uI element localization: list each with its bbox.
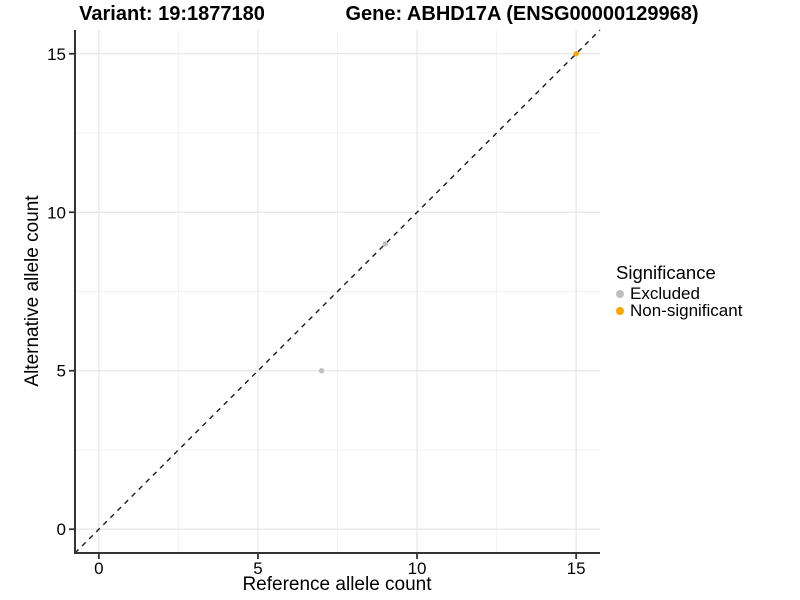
- data-point-non-significant: [573, 51, 579, 57]
- legend-item-excluded: Excluded: [616, 283, 742, 303]
- legend-title: Significance: [616, 262, 716, 283]
- x-tick-label: 10: [408, 559, 427, 578]
- legend-swatch-icon: [616, 307, 624, 316]
- x-tick-label: 15: [567, 559, 586, 578]
- y-axis-label: Alternative allele count: [22, 195, 43, 387]
- legend-swatch-icon: [616, 289, 624, 298]
- plot-title-gene: Gene: ABHD17A (ENSG00000129968): [345, 3, 699, 25]
- x-tick-label: 5: [253, 559, 262, 578]
- legend-item-non-significant: Non-significant: [616, 301, 743, 321]
- plot-title-variant: Variant: 19:1877180: [79, 3, 265, 25]
- data-point-excluded: [318, 368, 325, 374]
- legend: Significance Excluded Non-significant: [616, 263, 742, 320]
- y-tick-label: 5: [57, 362, 66, 381]
- y-tick-label: 0: [57, 520, 66, 539]
- legend-item-label: Non-significant: [630, 301, 743, 321]
- legend-item-label: Excluded: [630, 283, 700, 303]
- legend-items: Excluded Non-significant: [616, 283, 743, 321]
- y-tick-label: 10: [47, 203, 66, 222]
- data-point-excluded: [382, 241, 388, 247]
- x-tick-label: 0: [94, 559, 103, 578]
- y-tick-label: 15: [47, 45, 66, 64]
- identity-dashed-line: [74, 29, 601, 554]
- x-axis-label: Reference allele count: [242, 574, 432, 595]
